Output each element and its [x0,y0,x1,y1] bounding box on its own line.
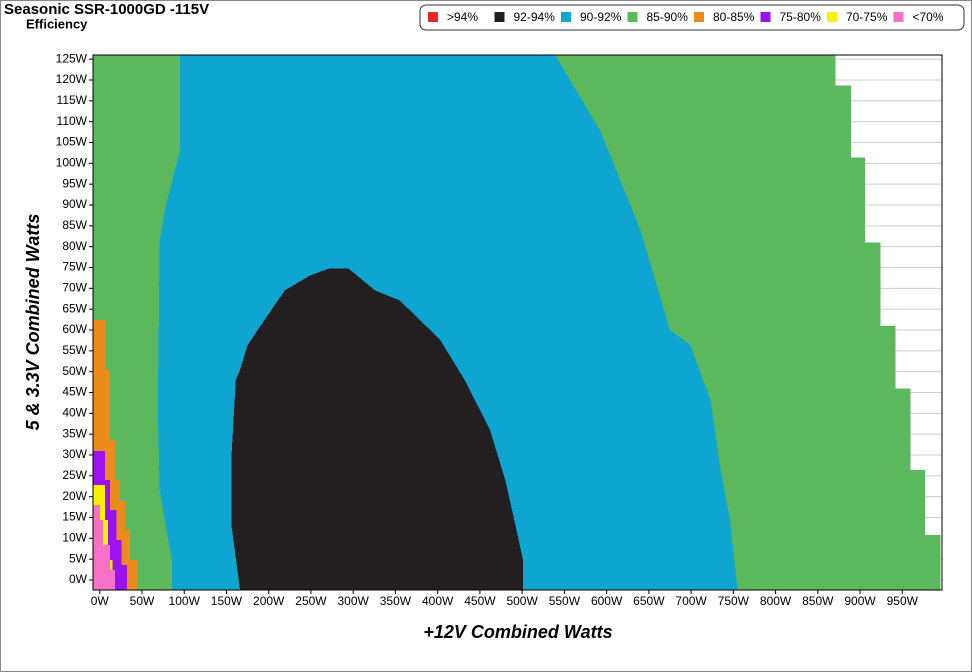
y-tick-label: 25W [62,468,87,482]
x-tick-label: 200W [253,594,285,608]
x-tick-label: 450W [464,594,496,608]
legend-swatch [627,12,638,22]
legend-swatch [428,12,438,22]
x-tick-label: 0W [91,594,110,608]
legend-label: 90-92% [580,10,622,24]
x-tick-label: 50W [130,594,155,608]
x-tick-label: 650W [633,594,665,608]
legend-swatch [561,12,571,22]
y-tick-label: 115W [57,93,88,107]
x-tick-label: 900W [844,594,876,608]
legend-label: 85-90% [647,10,689,24]
legend-swatch [760,12,771,22]
legend-swatch [494,12,505,22]
y-tick-label: 105W [56,135,88,149]
y-tick-label: 100W [56,156,88,170]
y-tick-label: 10W [62,531,87,545]
y-tick-label: 95W [62,176,87,190]
x-tick-label: 550W [549,594,581,608]
y-tick-label: 5W [69,551,88,565]
y-tick-label: 70W [62,281,87,295]
chart-title: Seasonic SSR-1000GD -115V [4,1,209,18]
legend-swatch [893,12,904,22]
x-axis-title: +12V Combined Watts [423,622,612,642]
legend-label: >94% [447,10,478,24]
plot-border [92,54,943,591]
x-tick-label: 950W [887,594,919,608]
y-tick-label: 110W [57,114,88,128]
y-tick-label: 90W [62,197,87,211]
y-tick-label: 30W [62,447,87,461]
y-tick-label: 65W [62,301,87,315]
efficiency-region [93,505,115,590]
x-tick-label: 300W [338,594,370,608]
x-tick-label: 700W [675,594,707,608]
legend-swatch [827,12,837,22]
x-tick-label: 100W [169,594,201,608]
legend-label: 75-80% [780,10,822,24]
efficiency-region [187,100,221,126]
legend-label: 92-94% [514,10,556,24]
y-tick-label: 75W [62,260,87,274]
x-tick-label: 250W [295,594,327,608]
y-tick-label: 40W [62,406,87,420]
x-tick-label: 150W [211,594,243,608]
legend-swatch [694,12,704,22]
efficiency-region [231,268,523,590]
y-tick-label: 35W [62,426,87,440]
x-tick-label: 350W [380,594,412,608]
y-tick-label: 45W [62,385,87,399]
y-tick-label: 80W [62,239,87,253]
y-tick-label: 15W [62,510,87,524]
y-tick-label: 55W [62,343,87,357]
y-tick-label: 60W [62,322,87,336]
legend-label: 80-85% [713,10,755,24]
x-tick-label: 400W [422,594,454,608]
legend-box [419,4,965,31]
y-tick-label: 0W [69,572,88,586]
y-tick-label: 120W [56,72,88,86]
y-axis-title: 5 & 3.3V Combined Watts [23,214,43,431]
legend-label: 70-75% [846,10,888,24]
y-tick-label: 125W [56,51,88,65]
y-tick-label: 50W [62,364,87,378]
x-tick-label: 850W [802,594,834,608]
legend-label: <70% [913,10,944,24]
y-tick-label: 20W [62,489,87,503]
x-tick-label: 600W [591,594,623,608]
chart-subtitle: Efficiency [26,16,88,31]
x-tick-label: 800W [760,594,792,608]
x-tick-label: 500W [506,594,538,608]
x-tick-label: 750W [718,594,750,608]
y-tick-label: 85W [62,218,87,232]
plot-area [93,55,942,590]
